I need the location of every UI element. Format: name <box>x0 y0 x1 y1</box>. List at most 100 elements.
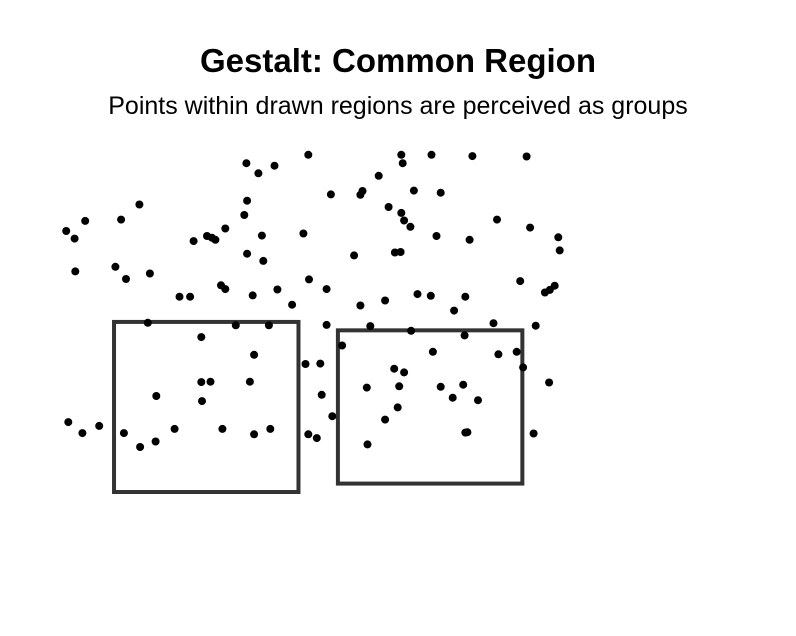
scatter-point <box>545 378 554 387</box>
scatter-point <box>381 296 390 305</box>
scatter-point <box>531 321 540 330</box>
scatter-point <box>436 188 445 197</box>
scatter-point <box>350 251 359 260</box>
common-region-1 <box>112 319 301 495</box>
scatter-point <box>197 378 206 387</box>
scatter-point <box>356 301 365 310</box>
scatter-point <box>211 235 220 244</box>
scatter-point <box>393 403 402 412</box>
scatter-point <box>362 383 371 392</box>
scatter-point <box>250 430 259 439</box>
scatter-point <box>259 256 268 265</box>
scatter-point <box>304 430 313 439</box>
scatter-point <box>522 152 531 161</box>
scatter-point <box>299 229 308 238</box>
scatter-point <box>450 306 459 315</box>
scatter-point <box>71 267 80 276</box>
scatter-point <box>240 211 249 219</box>
common-region-2 <box>335 328 525 486</box>
scatter-point <box>95 421 104 430</box>
scatter-point <box>197 333 206 342</box>
scatter-point <box>436 382 445 391</box>
scatter-point <box>338 341 347 350</box>
scatter-point <box>264 321 273 330</box>
scatter-point <box>366 322 375 331</box>
scatter-point <box>189 237 198 246</box>
scatter-point <box>270 161 279 170</box>
scatter-point <box>266 424 275 433</box>
scatter-point <box>151 437 160 446</box>
scatter-point <box>322 320 331 329</box>
scatter-point <box>317 390 326 399</box>
scatter-point <box>529 429 538 438</box>
scatter-point <box>356 190 365 199</box>
scatter-point <box>322 285 331 294</box>
scatter-point <box>413 290 422 299</box>
scatter-point <box>242 159 251 168</box>
scatter-point <box>221 224 230 233</box>
scatter-point <box>461 292 470 301</box>
scatter-point <box>119 429 128 438</box>
scatter-point <box>257 231 266 240</box>
scatter-point <box>305 275 313 284</box>
scatter-point <box>397 208 406 217</box>
scatter-point <box>122 275 130 283</box>
scatter-point <box>406 222 415 231</box>
scatter-point <box>432 232 441 240</box>
chart-title: Gestalt: Common Region <box>199 42 597 79</box>
scatter-point <box>398 159 407 168</box>
scatter-point <box>301 360 310 368</box>
scatter-point <box>206 377 215 386</box>
scatter-point <box>397 150 406 159</box>
scatter-point <box>460 331 469 340</box>
scatter-point <box>474 396 482 405</box>
scatter-point <box>245 377 254 386</box>
scatter-point <box>221 285 230 294</box>
scatter-point <box>136 443 145 451</box>
scatter-point <box>516 277 525 286</box>
scatter-point <box>111 262 120 271</box>
scatter-point <box>395 382 404 391</box>
scatter-point <box>489 319 498 328</box>
scatter-point <box>468 152 477 161</box>
scatter-point <box>81 216 90 225</box>
chart-subtitle: Points within drawn regions are perceive… <box>108 92 688 120</box>
scatter-point <box>459 380 468 389</box>
scatter-point <box>519 363 528 372</box>
scatter-point <box>494 350 503 359</box>
scatter-point <box>465 235 474 244</box>
scatter-point <box>328 412 337 421</box>
scatter-point <box>396 248 405 256</box>
scatter-point <box>374 171 383 180</box>
scatter-point <box>400 368 409 377</box>
scatter-point <box>175 292 184 301</box>
scatter-point <box>218 424 227 433</box>
scatter-point <box>540 288 549 297</box>
scatter-point <box>463 428 472 437</box>
scatter-point <box>312 434 321 443</box>
scatter-point <box>243 196 252 205</box>
scatter-point <box>70 234 79 243</box>
scatter-point <box>248 291 257 300</box>
scatter-point <box>400 216 409 225</box>
points-layer <box>62 150 564 451</box>
scatter-point <box>62 227 71 235</box>
scatter-point <box>64 418 73 427</box>
scatter-point <box>390 364 399 373</box>
scatter-point <box>304 150 313 159</box>
scatter-point <box>135 200 144 209</box>
scatter-point <box>409 186 418 195</box>
scatter-point <box>526 223 535 232</box>
regions-layer <box>112 319 525 495</box>
scatter-point <box>512 347 521 356</box>
scatter-point <box>326 190 335 199</box>
scatter-point <box>493 215 501 224</box>
scatter-point <box>231 321 240 330</box>
scatter-point <box>381 415 390 424</box>
scatter-point <box>117 215 126 224</box>
scatter-point <box>250 350 259 359</box>
scatter-point <box>427 150 436 159</box>
scatter-point <box>448 393 457 402</box>
scatter-point <box>426 291 435 300</box>
